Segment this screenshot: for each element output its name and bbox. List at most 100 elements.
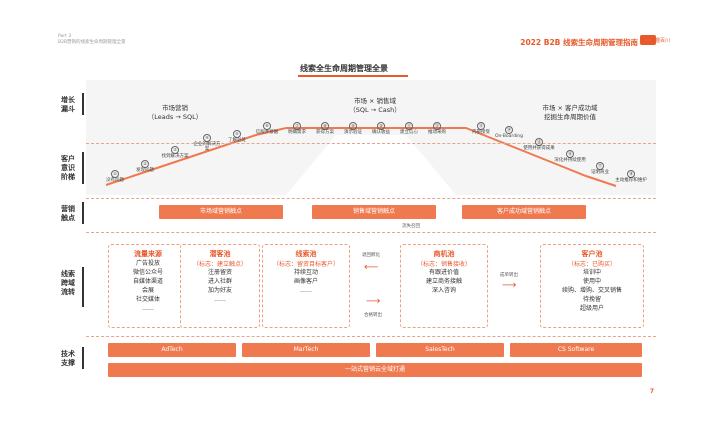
pool-title: 潜客池 (209, 250, 231, 258)
stage-name: 市场 × 销售域 (353, 97, 397, 105)
step-number: ⑨ (349, 122, 357, 130)
header-left: Part 3 B2B营销的线索生命周期管理全景 (58, 34, 126, 46)
pool-sub: （标志：销售接收） (416, 261, 471, 268)
pool-title: 流量来源 (134, 250, 162, 258)
step-number: ⑧ (321, 122, 329, 130)
stage-sales: 市场 × 销售域 （SQL → Cash） (330, 97, 420, 115)
step-number: ② (141, 160, 149, 168)
touchpoint-cs: 客户成功域营销触点 (462, 205, 586, 219)
pool-item: 画像客户 (293, 278, 318, 285)
pool-sub: （标志：建立触点） (192, 261, 247, 268)
stage-sub: 挖掘生命周期价值 (544, 113, 596, 121)
step-number: ⑦ (293, 122, 301, 130)
step-label: 明确需求 (288, 130, 306, 135)
label-tech: 技术支撑 (61, 350, 75, 367)
pool-title: 线索池 (295, 250, 317, 258)
step-16: ⑯ 深化并持续使用 (554, 150, 586, 163)
label-bar (82, 152, 84, 184)
pool-item: 持续互动 (293, 269, 318, 276)
separator (86, 336, 656, 337)
step-number: ⑮ (535, 138, 543, 146)
step-13: ⑬ 内部接受 (466, 122, 496, 135)
pool-item: 注册留资 (207, 269, 232, 276)
pool-item: 广告投放 (135, 260, 160, 267)
recall-label: 流失召回 (402, 224, 420, 229)
pool-sub: （标志：留资目标客户） (272, 261, 339, 268)
pool-item: 加为好友 (207, 287, 232, 294)
step-6: ⑥ 信服并接触 (250, 122, 284, 135)
step-label: 深化并持续使用 (554, 158, 586, 163)
step-number: ⑫ (433, 122, 441, 130)
step-3: ③ 找到解决方案 (160, 146, 190, 159)
pool-item: 待挽留 (582, 296, 601, 303)
step-4: ④ 企业的解决方案 (192, 134, 222, 152)
tech-salestech: SalesTech (376, 343, 504, 357)
step-line (105, 127, 617, 187)
stage-name: 市场 × 客户成功域 (542, 104, 598, 112)
tech-adtech: AdTech (108, 343, 236, 357)
label-bar (82, 267, 84, 307)
stage-cs: 市场 × 客户成功域 挖掘生命周期价值 (520, 104, 620, 122)
platform-bar: 一站式营销云全域打通 (108, 363, 642, 377)
step-10: ⑩ 确认收益 (366, 122, 396, 135)
label-bar (82, 202, 84, 224)
step-label: 内部接受 (472, 130, 490, 135)
step-18: ⑱ 主动推荐和维护 (614, 170, 648, 183)
arrow-right-icon: ⟶ (502, 280, 517, 291)
label-awareness: 客户意识阶梯 (61, 155, 75, 181)
step-number: ⑰ (596, 162, 604, 170)
pool-customer: 客户池 （标志：已购买） 培训中 使用中 续购、增购、交叉销售 待挽留 超级用户 (540, 244, 644, 328)
pool-item: …… (214, 296, 226, 303)
step-label: 推动采购 (428, 130, 446, 135)
step-number: ⑤ (233, 130, 241, 138)
step-label: 获得方案 (316, 130, 334, 135)
pool-item: 续购、增购、交叉销售 (561, 287, 622, 294)
pool-item: 微信公众号 (132, 269, 163, 276)
step-number: ⑥ (263, 122, 271, 130)
page-number: 7 (649, 388, 654, 395)
step-label: 使用并获得成果 (523, 146, 555, 151)
step-15: ⑮ 使用并获得成果 (522, 138, 556, 151)
touchpoint-sales: 销售域营销触点 (312, 205, 436, 219)
step-label: 了解益处 (228, 138, 246, 143)
step-17: ⑰ 证明商业 (584, 162, 616, 175)
touchpoint-marketing: 市场域营销触点 (159, 205, 283, 219)
separator (86, 198, 656, 199)
pool-item: 有跟进价值 (428, 269, 459, 276)
pool-item: …… (142, 305, 154, 312)
pool-item: 会展 (141, 287, 154, 294)
step-number: ③ (171, 146, 179, 154)
part-label: Part 3 (58, 34, 72, 39)
step-number: ⑱ (627, 170, 635, 178)
step-8: ⑧ 获得方案 (310, 122, 340, 135)
step-1: ① 没有问题 (100, 170, 130, 183)
stage-marketing: 市场营销 （Leads → SQL） (130, 104, 220, 122)
pool-title: 客户池 (581, 250, 603, 258)
arrow-left-icon: ⟵ (364, 262, 379, 273)
step-number: ⑬ (477, 122, 485, 130)
step-number: ④ (203, 134, 211, 142)
doc-title: 2022 B2B 线索生命周期管理指南 (520, 38, 638, 47)
step-number: ⑪ (405, 122, 413, 130)
step-label: 演示验证 (344, 130, 362, 135)
pool-leads: 线索池 （标志：留资目标客户） 持续互动 画像客户 …… (262, 244, 350, 328)
qualify-label: 合格转出 (364, 313, 382, 318)
title-underline (298, 75, 408, 77)
step-9: ⑨ 演示验证 (338, 122, 368, 135)
pool-item: 超级用户 (579, 305, 604, 312)
pool-item: 自媒体渠道 (132, 278, 163, 285)
step-7: ⑦ 明确需求 (282, 122, 312, 135)
step-label: On-Boarding (494, 134, 524, 139)
separator (86, 232, 656, 233)
step-11: ⑪ 建立信心 (394, 122, 424, 135)
logo-icon (640, 35, 656, 45)
step-number: ① (111, 170, 119, 178)
label-bar (82, 93, 84, 115)
pool-traffic: 流量来源 广告投放 微信公众号 自媒体渠道 会展 社交媒体 …… (108, 244, 188, 328)
page-title: 线索全生命周期管理全景 (300, 64, 388, 73)
step-label: 信服并接触 (255, 130, 279, 135)
step-2: ② 发现问题 (130, 160, 160, 173)
stage-sub: （SQL → Cash） (349, 106, 401, 114)
step-number: ⑯ (566, 150, 574, 158)
label-touchpoints: 营销触点 (61, 205, 75, 222)
